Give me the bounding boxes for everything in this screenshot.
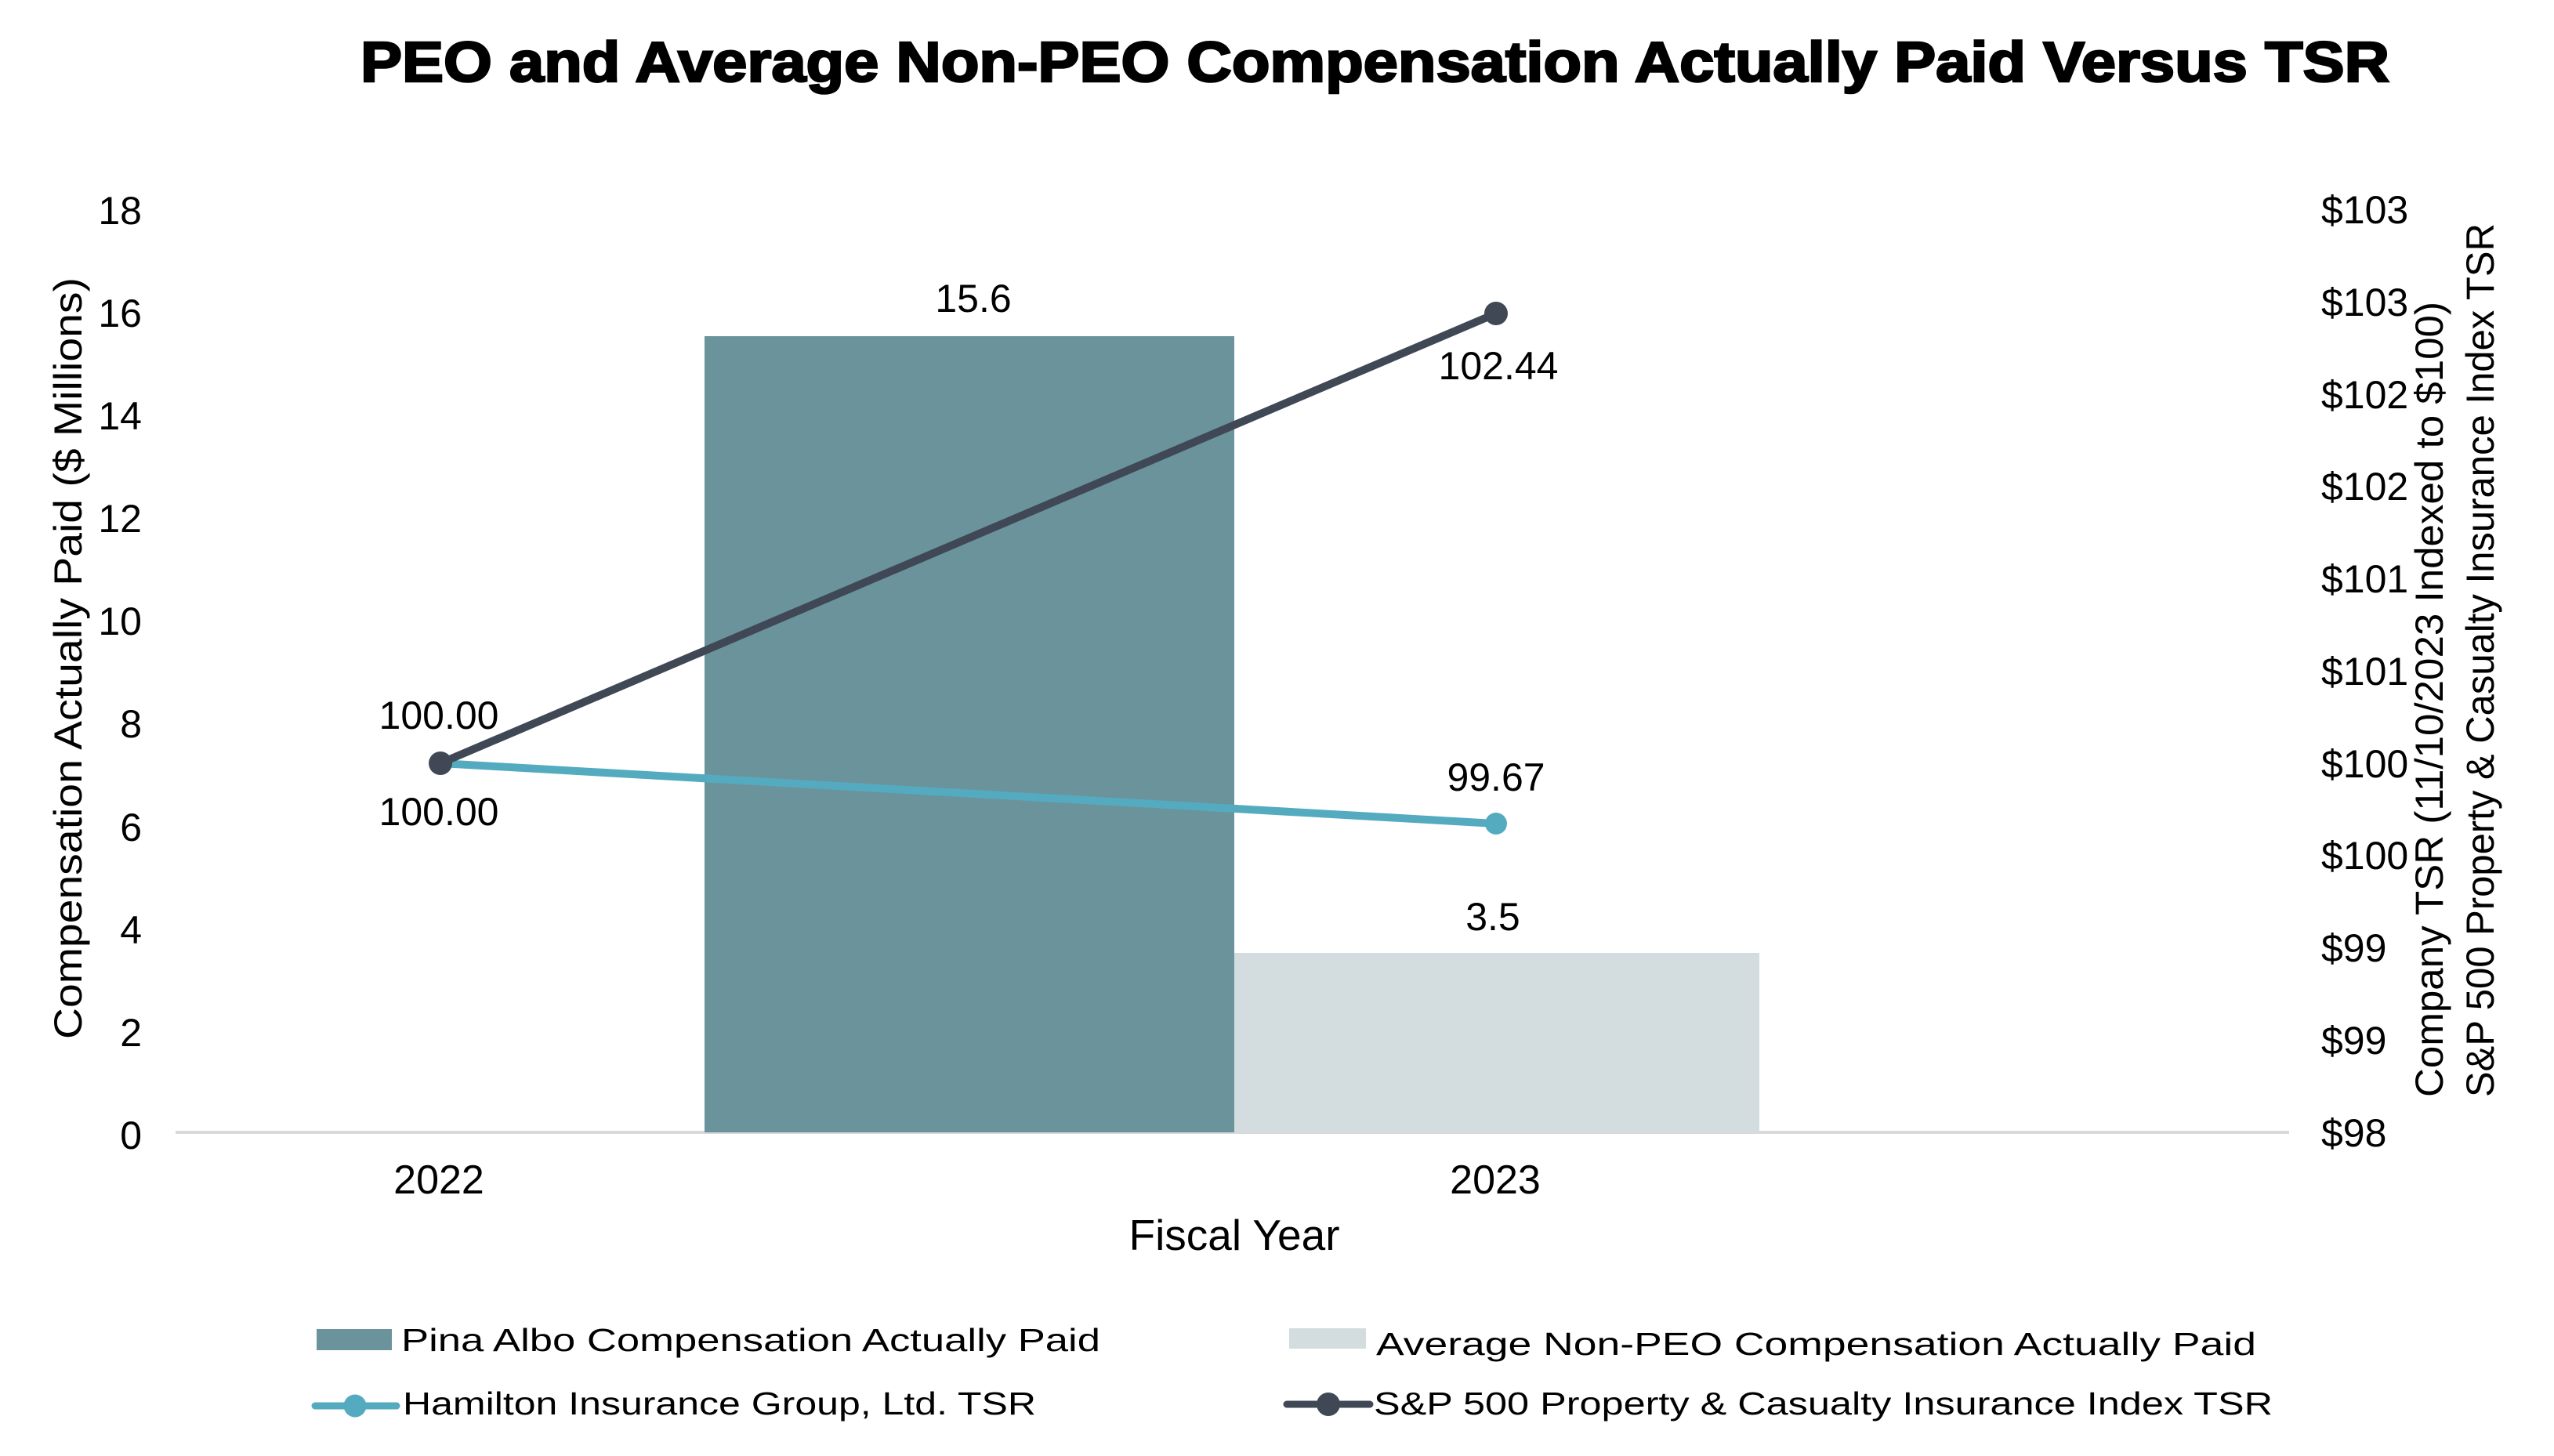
svg-text:$101: $101	[2321, 650, 2408, 694]
svg-text:$102: $102	[2321, 373, 2408, 417]
svg-text:2023: 2023	[1450, 1157, 1541, 1203]
svg-text:$100: $100	[2321, 742, 2408, 786]
svg-text:Pina Albo Compensation Actuall: Pina Albo Compensation Actually Paid	[401, 1322, 1100, 1358]
svg-text:14: 14	[98, 394, 142, 438]
svg-text:10: 10	[98, 599, 142, 643]
svg-text:$101: $101	[2321, 557, 2408, 601]
svg-text:2: 2	[120, 1011, 142, 1055]
svg-text:$98: $98	[2321, 1111, 2386, 1155]
svg-text:Compensation Actually Paid ($: Compensation Actually Paid ($ Millions)	[46, 277, 90, 1039]
svg-text:3.5: 3.5	[1465, 895, 1520, 939]
svg-text:Fiscal Year: Fiscal Year	[1128, 1211, 1339, 1259]
svg-text:12: 12	[98, 497, 142, 541]
svg-text:99.67: 99.67	[1447, 755, 1545, 799]
svg-text:$99: $99	[2321, 926, 2386, 970]
svg-text:100.00: 100.00	[379, 790, 499, 834]
svg-text:$100: $100	[2321, 834, 2408, 878]
svg-text:Hamilton Insurance Group, Ltd.: Hamilton Insurance Group, Ltd. TSR	[403, 1385, 1036, 1422]
svg-text:Average Non-PEO Compensation A: Average Non-PEO Compensation Actually Pa…	[1376, 1326, 2256, 1362]
svg-text:15.6: 15.6	[935, 277, 1011, 321]
svg-text:$103: $103	[2321, 281, 2408, 324]
svg-text:100.00: 100.00	[379, 694, 499, 737]
svg-text:8: 8	[120, 702, 142, 746]
svg-text:S&P 500 Property & Casualty In: S&P 500 Property & Casualty Insurance In…	[1374, 1385, 2273, 1422]
svg-text:16: 16	[98, 292, 142, 335]
svg-text:102.44: 102.44	[1439, 344, 1559, 388]
svg-text:PEO and Average Non-PEO Compen: PEO and Average Non-PEO Compensation Act…	[360, 31, 2389, 94]
svg-text:S&P 500 Property & Casualty In: S&P 500 Property & Casualty Insurance In…	[2458, 223, 2502, 1097]
svg-text:6: 6	[120, 806, 142, 849]
svg-text:0: 0	[120, 1114, 142, 1157]
svg-text:$103: $103	[2321, 188, 2408, 232]
svg-text:$99: $99	[2321, 1019, 2386, 1063]
svg-text:Company TSR (11/10/2023 Indexe: Company TSR (11/10/2023 Indexed to $100)	[2407, 302, 2451, 1097]
svg-text:4: 4	[120, 908, 142, 952]
svg-text:18: 18	[98, 189, 142, 233]
svg-text:2022: 2022	[393, 1157, 484, 1203]
svg-text:$102: $102	[2321, 465, 2408, 509]
